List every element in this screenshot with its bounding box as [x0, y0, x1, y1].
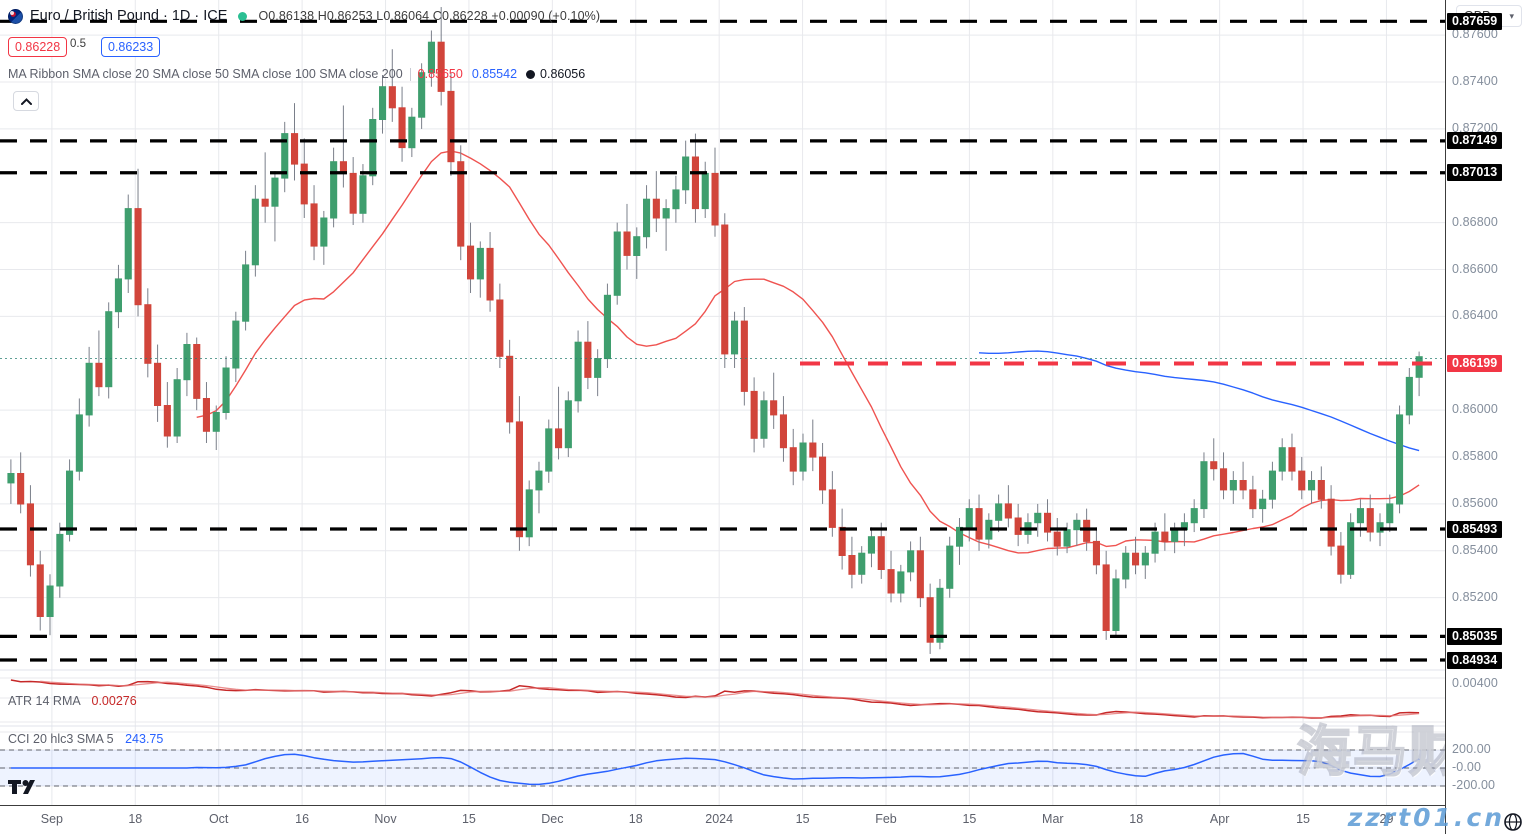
price-axis-tick: 0.86400	[1452, 308, 1498, 323]
collapse-pane-button[interactable]	[13, 91, 39, 111]
chevron-up-icon	[20, 97, 32, 105]
globe-icon[interactable]	[1503, 812, 1523, 832]
time-axis-label: 15	[795, 812, 810, 826]
chart-header: Euro / British Pound · 1D · ICE O0.86138…	[8, 6, 600, 26]
level-price-tag[interactable]: 0.84934	[1447, 651, 1503, 669]
time-axis-label: 15	[962, 812, 977, 826]
cci-label: CCI 20 hlc3 SMA 5	[8, 732, 114, 746]
time-axis-label: Nov	[374, 812, 397, 826]
atr-indicator-legend[interactable]: ATR 14 RMA 0.00276	[8, 694, 137, 708]
time-axis-label: Mar	[1042, 812, 1064, 826]
price-axis-tick: 0.86800	[1452, 214, 1498, 229]
chart-canvas[interactable]	[0, 0, 1445, 805]
ask-price-box[interactable]: 0.86233	[101, 37, 161, 57]
price-axis[interactable]: GBP ▾ 0.876000.874000.872000.868000.8660…	[1445, 0, 1527, 834]
ohlc-values: O0.86138 H0.86253 L0.86064 C0.86228 +0.0…	[258, 9, 601, 23]
atr-value: 0.00276	[91, 694, 137, 708]
time-axis-label: 18	[1129, 812, 1144, 826]
ma-color-swatch-icon	[526, 69, 536, 79]
price-axis-tick: 200.00	[1452, 742, 1491, 756]
price-axis-tick: 0.85400	[1452, 542, 1498, 557]
cci-indicator-legend[interactable]: CCI 20 hlc3 SMA 5 243.75	[8, 732, 163, 746]
time-axis-label: 29	[1379, 812, 1394, 826]
level-price-tag[interactable]: 0.87149	[1447, 132, 1503, 150]
chart-plot-area[interactable]	[0, 0, 1445, 805]
price-axis-tick: 0.86000	[1452, 402, 1498, 417]
level-price-tag[interactable]: 0.85493	[1447, 520, 1503, 538]
ma-value-3: 0.86056	[540, 67, 586, 81]
time-axis-label: Apr	[1209, 812, 1230, 826]
spread-value: 0.5	[70, 38, 86, 50]
time-axis-label: Sep	[40, 812, 63, 826]
price-axis-tick: 0.00400	[1452, 676, 1498, 690]
price-axis-tick: 0.87400	[1452, 74, 1498, 89]
time-axis-label: 18	[128, 812, 143, 826]
time-axis-label: Oct	[208, 812, 229, 826]
time-axis-label: 16	[295, 812, 310, 826]
symbol-title[interactable]: Euro / British Pound · 1D · ICE	[30, 8, 228, 24]
time-axis-label: 18	[628, 812, 643, 826]
legend-divider	[409, 67, 411, 81]
price-axis-tick: 0.85800	[1452, 449, 1498, 464]
price-axis-tick: -200.00	[1452, 778, 1496, 792]
ma-ribbon-title: MA Ribbon SMA close 20 SMA close 50 SMA …	[8, 67, 403, 81]
tradingview-logo-icon[interactable]	[8, 777, 42, 802]
price-axis-tick: 0.85600	[1452, 495, 1498, 510]
ask-price-value: 0.86233	[108, 40, 154, 54]
price-axis-tick: 0.87600	[1452, 27, 1498, 42]
price-axis-tick: 0.86600	[1452, 261, 1498, 276]
time-axis-label: Feb	[875, 812, 897, 826]
bid-price-value: 0.86228	[15, 40, 61, 54]
market-open-dot-icon	[238, 11, 248, 21]
level-price-tag[interactable]: 0.85035	[1447, 627, 1503, 645]
eu-gb-flag-icon	[8, 8, 23, 24]
level-price-tag[interactable]: 0.87013	[1447, 164, 1503, 182]
time-axis-label: 15	[461, 812, 476, 826]
current-price-tag[interactable]: 0.86199	[1447, 355, 1503, 373]
bid-price-box[interactable]: 0.86228	[8, 37, 68, 57]
cci-value: 243.75	[125, 732, 164, 746]
ma-ribbon-legend[interactable]: MA Ribbon SMA close 20 SMA close 50 SMA …	[8, 67, 594, 81]
ma-value-2: 0.85542	[471, 67, 518, 81]
time-axis-label: 15	[1296, 812, 1310, 826]
price-axis-tick: 0.87200	[1452, 120, 1498, 135]
level-price-tag[interactable]: 0.87659	[1447, 12, 1503, 30]
price-axis-tick: -0.00	[1452, 760, 1481, 774]
price-axis-tick: 0.85200	[1452, 589, 1498, 604]
chevron-down-icon: ▾	[1509, 10, 1514, 21]
time-axis-label: Dec	[541, 812, 564, 826]
time-axis[interactable]: Sep 18 Oct 16 Nov 15 Dec 18 2024 15 Feb 15 Mar 18 Apr 1…	[0, 805, 1527, 834]
ma-value-1: 0.85650	[417, 67, 463, 81]
time-axis-label: 2024	[705, 812, 734, 826]
atr-label: ATR 14 RMA	[8, 694, 81, 708]
